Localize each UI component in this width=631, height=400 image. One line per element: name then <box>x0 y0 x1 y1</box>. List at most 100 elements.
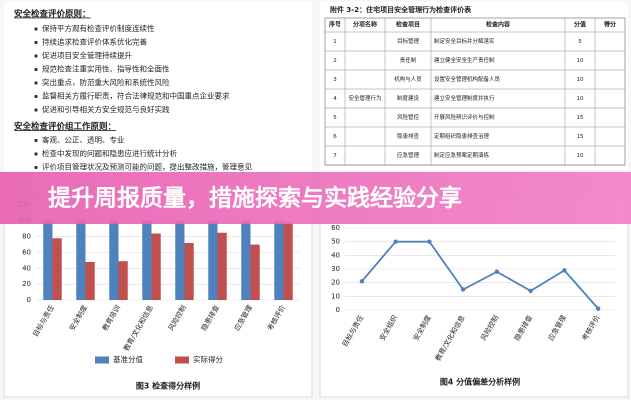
table-cell: 10 <box>577 77 584 83</box>
table-cell: 10 <box>577 153 584 159</box>
list-item: 规范检查注重实用性、指导性和全面性 <box>42 64 170 74</box>
line-chart-panel <box>319 194 629 398</box>
table-header: 检查内容 <box>486 21 510 29</box>
table-cell: 应急管理 <box>397 151 420 159</box>
table-cell: 责任制 <box>400 56 417 64</box>
bullet <box>34 94 38 99</box>
table-cell: 机构与人员 <box>394 75 422 83</box>
bar <box>283 222 293 300</box>
table-header: 分值 <box>574 21 586 29</box>
bar <box>76 220 86 300</box>
bullet <box>34 81 38 85</box>
table-cell: 隐患排查 <box>397 132 420 140</box>
table-cell: 风险管控 <box>397 113 420 121</box>
bar <box>118 261 128 300</box>
heading: 安全检查评价原则： <box>14 9 91 20</box>
table-title: 附件 3-2：住宅项目安全管理行为检查评价表 <box>330 5 472 14</box>
bullet <box>34 138 38 143</box>
table-cell: 目标管理 <box>397 37 420 45</box>
y-tick-label: 30 <box>331 265 340 273</box>
table-cell: 1 <box>333 39 337 45</box>
banner-title: 提升周报质量，措施探索与实践经验分享 <box>48 185 462 212</box>
list-item: 持续追求检查评价体系优化完善 <box>42 37 147 47</box>
table-cell: 制定安全目标并分解落实 <box>434 37 495 45</box>
point <box>494 269 500 274</box>
list-item: 评价项目管理状况及预测可能的问题，提出整改措施，管理意见 <box>42 162 252 172</box>
point <box>528 288 533 294</box>
table-cell: 建立安全管理制度并执行 <box>434 94 495 102</box>
list-item: 促进项目安全管理持续提升 <box>42 50 132 60</box>
list-item: 监督相关方履行职责，符合法律规范和中国重点企业要求 <box>42 91 230 101</box>
bullet <box>34 27 38 31</box>
point <box>359 279 365 284</box>
chart-caption: 图4 分值偏差分析样例 <box>440 377 520 387</box>
y-tick-label: 60 <box>331 224 340 232</box>
bar <box>52 238 62 300</box>
banner <box>0 172 631 224</box>
legend-label: 基准分值 <box>113 354 143 364</box>
bar <box>175 220 185 300</box>
y-tick-label: 60 <box>22 249 31 257</box>
y-tick-label: 40 <box>22 264 31 272</box>
bar <box>85 262 95 300</box>
table-cell: 10 <box>577 96 584 102</box>
y-tick-label: 10 <box>331 292 340 300</box>
legend-label: 实际得分 <box>193 354 223 364</box>
bar <box>241 220 251 300</box>
point <box>562 268 567 273</box>
table-cell: 6 <box>333 134 337 140</box>
table-cell: 5 <box>578 39 582 45</box>
bar <box>274 220 284 300</box>
list-item: 保持平方观有检查评价制度连续性 <box>42 23 155 33</box>
table-header: 得分 <box>603 21 616 29</box>
legend-swatch <box>95 356 109 364</box>
table-cell: 定期组织隐患排查治理 <box>434 132 490 140</box>
table-cell: 7 <box>333 153 337 159</box>
bullet <box>34 67 38 72</box>
bar <box>217 232 227 300</box>
list-item: 客观、公正、透明、专业 <box>42 135 125 145</box>
list-item: 检查中发现的问题和隐患应进行统计分析 <box>42 148 177 158</box>
point <box>427 239 432 244</box>
bullet <box>34 152 38 156</box>
line <box>361 240 599 310</box>
table-cell: 设置安全管理机构配备人员 <box>434 75 501 83</box>
point <box>460 287 466 292</box>
bar <box>142 220 152 300</box>
table-cell: 建立健全安全生产责任制 <box>434 56 495 64</box>
table-cell: 安全管理行为 <box>348 94 381 102</box>
point <box>595 306 601 311</box>
table-cell: 15 <box>577 134 584 140</box>
list-item: 促进和引导相关方安全规范与良好实践 <box>42 104 170 114</box>
bullet <box>34 108 38 112</box>
table-cell: 4 <box>333 96 337 102</box>
document-page <box>4 2 312 192</box>
y-tick-label: 80 <box>22 233 31 241</box>
table-cell: 15 <box>577 115 584 121</box>
bar <box>109 220 119 300</box>
legend-swatch <box>175 356 189 364</box>
table-page <box>320 2 628 170</box>
y-tick-label: 0 <box>27 296 31 304</box>
bullet <box>34 165 38 170</box>
table-cell: 制度建设 <box>397 94 420 102</box>
table-header: 检查项目 <box>396 21 420 29</box>
table-cell: 开展风险辨识评价与控制 <box>434 113 495 121</box>
table-header: 分项名称 <box>353 21 377 29</box>
bar <box>184 243 194 300</box>
bar <box>43 220 53 300</box>
bullet <box>34 40 38 45</box>
y-tick-label: 0 <box>336 306 340 314</box>
heading: 安全检查评价组工作原则： <box>14 121 116 132</box>
chart-caption: 图3 检查得分样例 <box>136 381 200 391</box>
table-cell: 制定应急预案定期演练 <box>434 151 490 159</box>
point <box>393 239 398 244</box>
list-item: 突出重点，防范重大风险和系统性风险 <box>42 77 170 87</box>
bar <box>151 233 161 300</box>
y-tick-label: 20 <box>22 280 31 288</box>
table-cell: 2 <box>333 58 337 64</box>
table-cell: 10 <box>577 58 584 64</box>
table-cell: 5 <box>333 115 337 121</box>
y-tick-label: 40 <box>331 251 340 259</box>
